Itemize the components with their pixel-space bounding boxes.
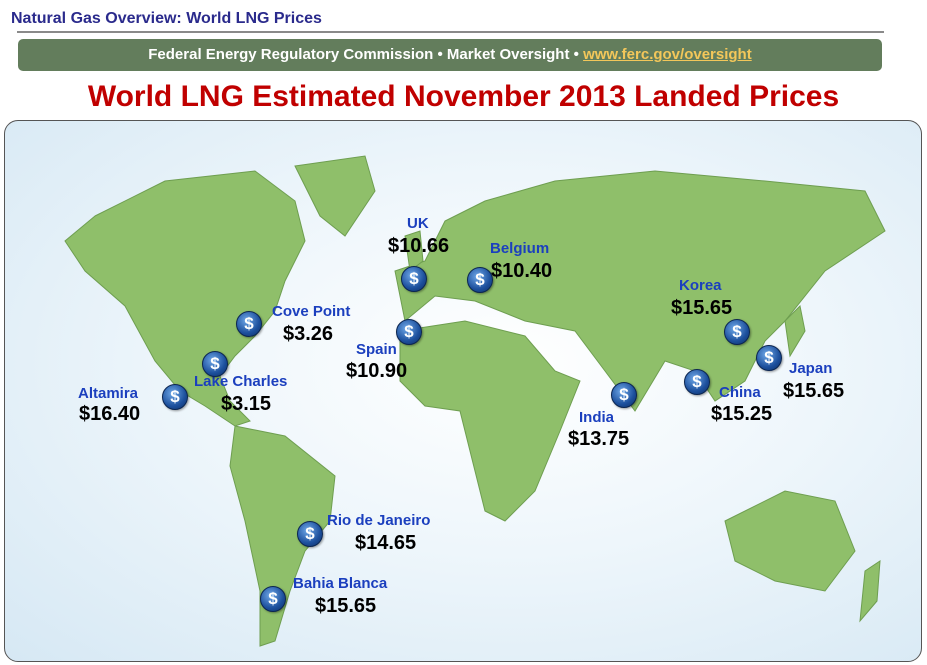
location-name-rio-de-janeiro: Rio de Janeiro [327, 512, 431, 529]
new-zealand [859, 560, 881, 623]
location-price-belgium: $10.40 [491, 260, 553, 282]
location-name-uk: UK [407, 215, 429, 232]
ferc-banner: Federal Energy Regulatory Commission • M… [18, 39, 882, 71]
dollar-coin-icon[interactable]: $ [684, 369, 710, 395]
dollar-coin-icon[interactable]: $ [202, 351, 228, 377]
location-price-cove-point: $3.26 [283, 323, 334, 345]
africa [399, 320, 581, 522]
location-price-spain: $10.90 [346, 360, 408, 382]
location-name-japan: Japan [789, 360, 833, 377]
location-price-rio-de-janeiro: $14.65 [355, 532, 417, 554]
dollar-coin-icon[interactable]: $ [236, 311, 262, 337]
dollar-coin-icon[interactable]: $ [467, 267, 493, 293]
location-name-lake-charles: Lake Charles [194, 373, 288, 390]
header-divider [17, 31, 884, 33]
dollar-coin-icon[interactable]: $ [611, 382, 637, 408]
dollar-coin-icon[interactable]: $ [162, 384, 188, 410]
south-america [229, 425, 336, 647]
greenland [294, 155, 376, 237]
dollar-coin-icon[interactable]: $ [756, 345, 782, 371]
eurasia [394, 170, 886, 412]
dollar-coin-icon[interactable]: $ [260, 586, 286, 612]
oversight-link[interactable]: www.ferc.gov/oversight [583, 46, 752, 63]
location-name-korea: Korea [679, 277, 722, 294]
location-price-india: $13.75 [568, 428, 630, 450]
banner-text: Federal Energy Regulatory Commission • M… [148, 46, 584, 63]
location-name-altamira: Altamira [78, 385, 139, 402]
dollar-coin-icon[interactable]: $ [297, 521, 323, 547]
location-name-china: China [719, 384, 761, 401]
dollar-coin-icon[interactable]: $ [724, 319, 750, 345]
map-title: World LNG Estimated November 2013 Landed… [87, 80, 840, 113]
dollar-coin-icon[interactable]: $ [396, 319, 422, 345]
location-name-spain: Spain [356, 341, 397, 358]
dollar-coin-icon[interactable]: $ [401, 266, 427, 292]
location-price-japan: $15.65 [783, 380, 845, 402]
location-price-altamira: $16.40 [79, 403, 141, 425]
location-name-bahia-blanca: Bahia Blanca [293, 575, 388, 592]
location-price-korea: $15.65 [671, 297, 733, 319]
location-price-bahia-blanca: $15.65 [315, 595, 377, 617]
location-price-lake-charles: $3.15 [221, 393, 272, 415]
japan [784, 304, 806, 358]
location-price-china: $15.25 [711, 403, 773, 425]
location-name-india: India [579, 409, 615, 426]
location-name-belgium: Belgium [490, 240, 550, 257]
location-price-uk: $10.66 [388, 235, 450, 257]
uk [404, 230, 424, 272]
location-name-cove-point: Cove Point [272, 303, 351, 320]
continents [64, 155, 886, 647]
world-map: UK $10.66 $ Belgium $10.40 $ Cove Point … [4, 120, 922, 662]
page-header: Natural Gas Overview: World LNG Prices [11, 10, 322, 27]
north-america [64, 170, 306, 427]
australia [724, 490, 856, 592]
